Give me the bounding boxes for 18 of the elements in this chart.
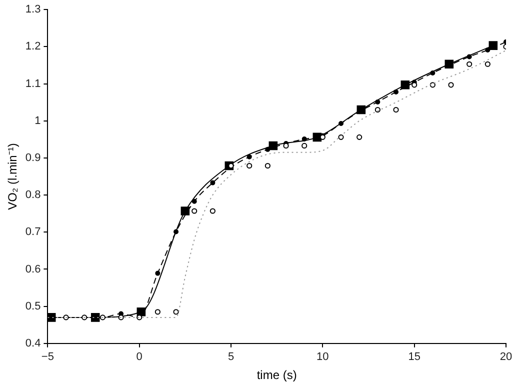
y-tick-label: 1.1 xyxy=(25,78,41,90)
y-tick-label: 0.9 xyxy=(25,152,41,164)
x-tick-label: −5 xyxy=(41,351,54,364)
x-tick-label: 15 xyxy=(408,351,420,364)
y-tick-label: 0.4 xyxy=(25,337,41,350)
y-tick-label: 1.3 xyxy=(25,4,41,16)
x-tick-label: 0 xyxy=(136,351,142,364)
y-tick-label: 0.7 xyxy=(25,226,41,238)
y-tick-label: 1 xyxy=(34,114,41,127)
y-tick-label: 1.2 xyxy=(25,40,41,53)
x-tick-label: 10 xyxy=(316,351,329,364)
x-tick-label: 20 xyxy=(500,351,512,364)
x-tick-label: 5 xyxy=(228,351,234,364)
y-tick-label: 0.8 xyxy=(25,189,41,202)
x-axis-title: time (s) xyxy=(256,368,297,382)
y-tick-label: 0.6 xyxy=(25,263,41,276)
y-axis-title: VO₂ (l.min⁻¹) xyxy=(6,143,20,210)
y-tick-label: 0.5 xyxy=(25,300,41,312)
